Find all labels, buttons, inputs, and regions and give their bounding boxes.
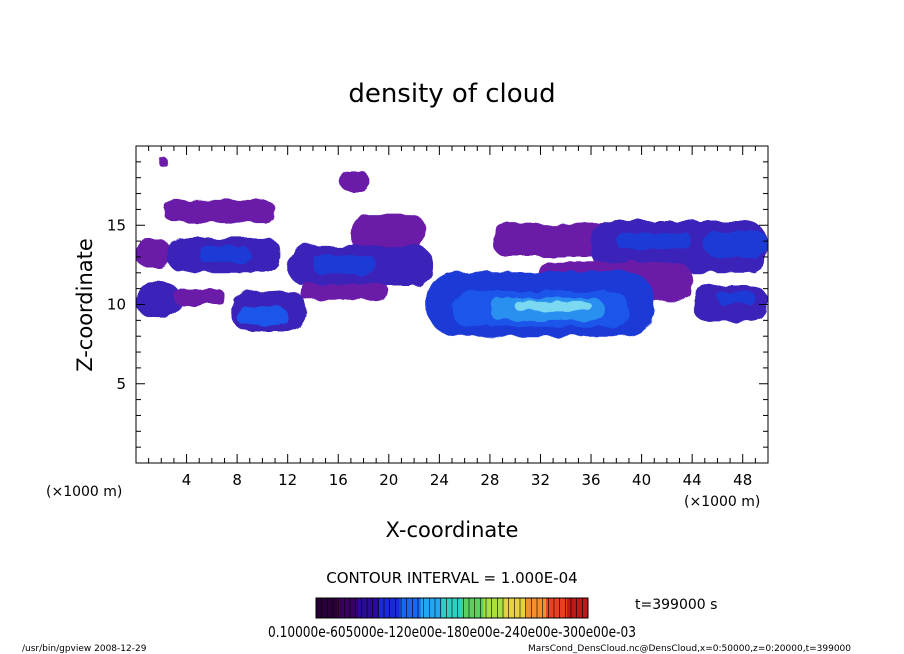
contour-region	[158, 158, 169, 167]
contour-region	[515, 301, 592, 311]
colorbar-swatch	[420, 598, 443, 618]
contour-region	[312, 255, 377, 275]
y-tick-label: 5	[116, 375, 126, 393]
x-tick-label: 48	[733, 471, 752, 489]
colorbar	[316, 598, 589, 618]
y-axis-ticks: 5 10 15	[107, 161, 768, 448]
contour-interval-text: CONTOUR INTERVAL = 1.000E-04	[326, 569, 577, 587]
colorbar-swatch	[399, 598, 422, 618]
footer-command-text: /usr/bin/gpview 2008-12-29	[22, 644, 147, 654]
x-axis-label: X-coordinate	[386, 518, 519, 542]
contour-region	[199, 245, 250, 264]
colorbar-swatch	[462, 598, 484, 618]
colorbar-tick-labels: 0.10000e-605000e-120e00e-180e00e-240e00e…	[268, 623, 636, 641]
chart-title: density of cloud	[348, 79, 555, 109]
x-tick-label: 20	[379, 471, 398, 489]
contour-region	[616, 233, 693, 250]
y-tick-label: 15	[107, 216, 126, 234]
colorbar-swatch	[336, 598, 359, 618]
colorbar-frame	[315, 597, 589, 619]
contour-region	[704, 231, 768, 257]
x-tick-label: 12	[278, 471, 297, 489]
contour-region	[163, 199, 276, 223]
colorbar-swatch	[546, 598, 568, 618]
x-unit-label-left: (×1000 m)	[46, 484, 122, 500]
x-axis-ticks: 4 8 12 16 20 24 28 32 36 40 44 48	[148, 146, 756, 489]
contour-region	[237, 307, 288, 326]
contour-region	[350, 214, 427, 253]
x-tick-label: 32	[531, 471, 550, 489]
x-tick-label: 44	[683, 471, 702, 489]
contour-region	[717, 291, 756, 305]
x-tick-label: 28	[480, 471, 499, 489]
time-text: t=399000 s	[635, 597, 717, 613]
footer-source-text: MarsCond_DensCloud.nc@DensCloud,x=0:5000…	[528, 644, 851, 654]
x-tick-label: 4	[182, 471, 192, 489]
x-tick-label: 36	[581, 471, 600, 489]
contour-region	[173, 288, 225, 305]
contour-regions	[136, 158, 768, 337]
colorbar-swatch	[567, 598, 589, 618]
contour-region	[340, 171, 370, 192]
y-axis-label: Z-coordinate	[73, 238, 97, 372]
contour-region	[300, 283, 389, 300]
contour-region	[136, 282, 181, 318]
x-tick-label: 16	[329, 471, 348, 489]
colorbar-swatch	[504, 598, 526, 618]
colorbar-swatch	[357, 598, 380, 618]
y-tick-label: 10	[107, 296, 126, 314]
colorbar-swatch	[483, 598, 505, 618]
contour-region	[136, 239, 172, 269]
colorbar-swatch	[316, 598, 338, 618]
x-tick-label: 24	[430, 471, 449, 489]
x-tick-label: 40	[632, 471, 651, 489]
x-tick-label: 8	[232, 471, 242, 489]
colorbar-swatch	[525, 598, 547, 618]
x-unit-label-right: (×1000 m)	[684, 494, 760, 510]
